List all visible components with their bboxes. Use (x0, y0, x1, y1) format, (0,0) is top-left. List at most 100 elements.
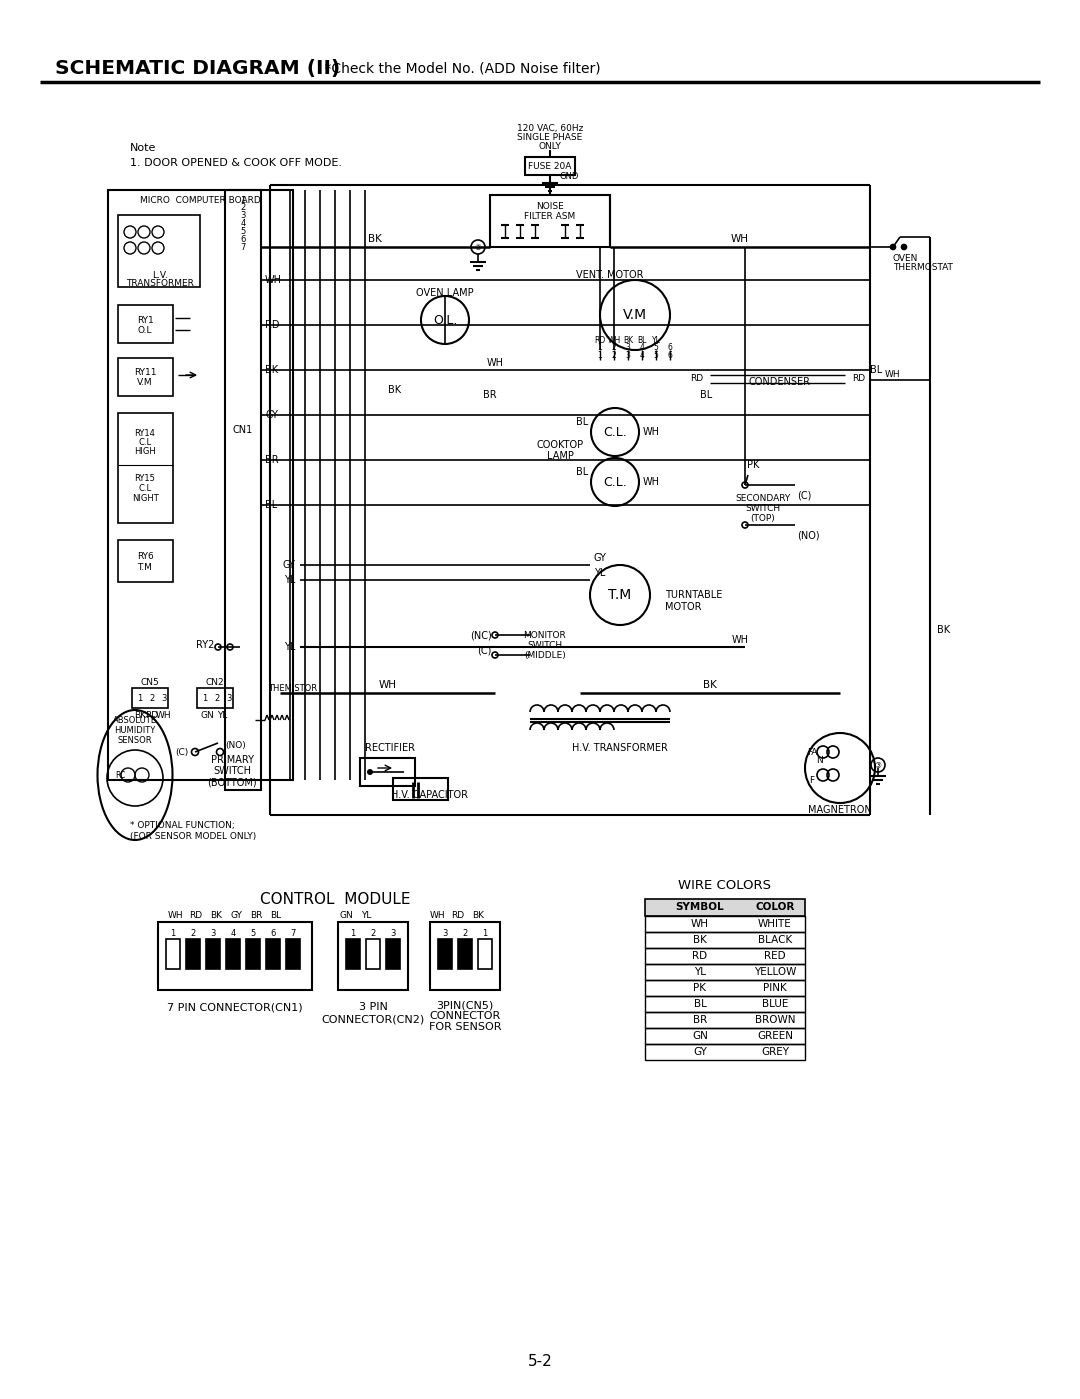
Text: SINGLE PHASE: SINGLE PHASE (517, 133, 582, 141)
Text: PK: PK (693, 983, 706, 993)
Text: BL: BL (870, 365, 882, 375)
Text: WH: WH (643, 477, 660, 487)
Circle shape (742, 483, 748, 488)
Text: V.M: V.M (623, 308, 647, 322)
Text: RED: RED (765, 951, 786, 961)
Text: YL: YL (594, 568, 606, 578)
Text: 2: 2 (149, 694, 154, 702)
Text: 4: 4 (241, 218, 245, 228)
Text: 7: 7 (241, 242, 245, 252)
Text: BK: BK (937, 625, 950, 635)
Text: 1: 1 (137, 694, 143, 702)
Text: ②: ② (474, 242, 482, 252)
Circle shape (902, 245, 906, 249)
Text: WH: WH (607, 336, 621, 344)
Text: RD: RD (189, 912, 203, 921)
Bar (118, 358, 173, 396)
Text: T.M: T.M (608, 588, 632, 602)
Text: SYMBOL: SYMBOL (676, 902, 725, 912)
Text: CN2: CN2 (205, 677, 225, 687)
Circle shape (216, 748, 224, 755)
Text: 1. DOOR OPENED & COOK OFF MODE.: 1. DOOR OPENED & COOK OFF MODE. (130, 158, 342, 168)
Text: TRANSFORMER: TRANSFORMER (126, 278, 194, 288)
Text: 1: 1 (483, 929, 488, 939)
Text: YL: YL (694, 967, 706, 977)
Text: BL: BL (265, 499, 278, 511)
Text: 2: 2 (611, 351, 617, 360)
Text: RC: RC (114, 771, 125, 779)
Circle shape (191, 748, 199, 755)
Text: C.L: C.L (138, 484, 151, 492)
Text: SECONDARY: SECONDARY (735, 494, 791, 502)
Text: COLOR: COLOR (755, 902, 795, 912)
Bar (186, 939, 200, 970)
Text: RD: RD (146, 711, 159, 719)
Text: HIGH: HIGH (134, 446, 156, 456)
Bar (346, 939, 360, 970)
Text: 4: 4 (639, 343, 645, 351)
Text: YL: YL (217, 711, 227, 719)
Text: V.M: V.M (137, 378, 152, 386)
Text: RY2: RY2 (195, 639, 214, 651)
Text: BK: BK (703, 680, 717, 690)
Text: BK: BK (389, 385, 402, 395)
Text: GY: GY (693, 1046, 707, 1058)
Text: COOKTOP: COOKTOP (537, 441, 583, 450)
Text: 2: 2 (190, 929, 195, 939)
Text: GY: GY (230, 912, 242, 921)
Text: 1: 1 (597, 343, 603, 351)
Text: (BOTTOM): (BOTTOM) (207, 776, 257, 788)
Text: 2: 2 (241, 203, 245, 211)
Text: RD: RD (451, 912, 464, 921)
Text: WH: WH (430, 912, 446, 921)
Text: SCHEMATIC DIAGRAM (II): SCHEMATIC DIAGRAM (II) (55, 59, 340, 77)
Text: SWITCH: SWITCH (213, 767, 251, 776)
Text: BROWN: BROWN (755, 1016, 795, 1025)
Text: NIGHT: NIGHT (132, 494, 159, 502)
Text: 1: 1 (171, 929, 176, 939)
Text: SWITCH: SWITCH (527, 641, 563, 649)
Text: BL: BL (576, 417, 588, 427)
Circle shape (492, 652, 498, 658)
Text: FOR SENSOR: FOR SENSOR (429, 1023, 501, 1032)
Text: PK: PK (746, 460, 759, 470)
Text: RY15: RY15 (135, 473, 156, 483)
Text: BLUE: BLUE (761, 999, 788, 1009)
Bar (645, 916, 805, 932)
Text: C.L.: C.L. (603, 425, 626, 438)
Text: WH: WH (379, 680, 397, 690)
Text: BK: BK (368, 234, 382, 243)
Text: (MIDDLE): (MIDDLE) (524, 651, 566, 659)
Text: NOISE: NOISE (536, 201, 564, 210)
Text: WH: WH (731, 234, 750, 243)
Text: RD: RD (692, 951, 707, 961)
Circle shape (891, 245, 895, 249)
Text: WH: WH (886, 369, 901, 379)
Bar (132, 688, 168, 708)
Text: HUMIDITY: HUMIDITY (114, 726, 156, 734)
Text: RY6: RY6 (137, 551, 153, 561)
Text: MAGNETRON: MAGNETRON (808, 804, 872, 816)
Bar (366, 939, 380, 970)
Text: H.V. TRANSFORMER: H.V. TRANSFORMER (572, 743, 667, 753)
Circle shape (367, 769, 373, 775)
Text: 2: 2 (214, 694, 219, 702)
Bar (108, 190, 293, 781)
Text: (C): (C) (477, 645, 492, 655)
Text: GREEN: GREEN (757, 1031, 793, 1041)
Text: 5: 5 (653, 351, 659, 360)
Bar (478, 939, 492, 970)
Text: GN: GN (692, 1031, 707, 1041)
Text: WH: WH (643, 427, 660, 436)
Text: 1: 1 (597, 351, 603, 360)
Text: MOTOR: MOTOR (665, 602, 702, 611)
Text: BR: BR (693, 1016, 707, 1025)
Text: O.L: O.L (138, 326, 152, 334)
Text: WH: WH (487, 358, 504, 368)
Text: BK: BK (693, 935, 707, 944)
Text: 3: 3 (625, 343, 631, 351)
Text: SWITCH: SWITCH (745, 504, 781, 512)
Text: 6: 6 (241, 235, 245, 243)
Text: WH: WH (265, 276, 282, 285)
Text: WH: WH (731, 635, 748, 645)
